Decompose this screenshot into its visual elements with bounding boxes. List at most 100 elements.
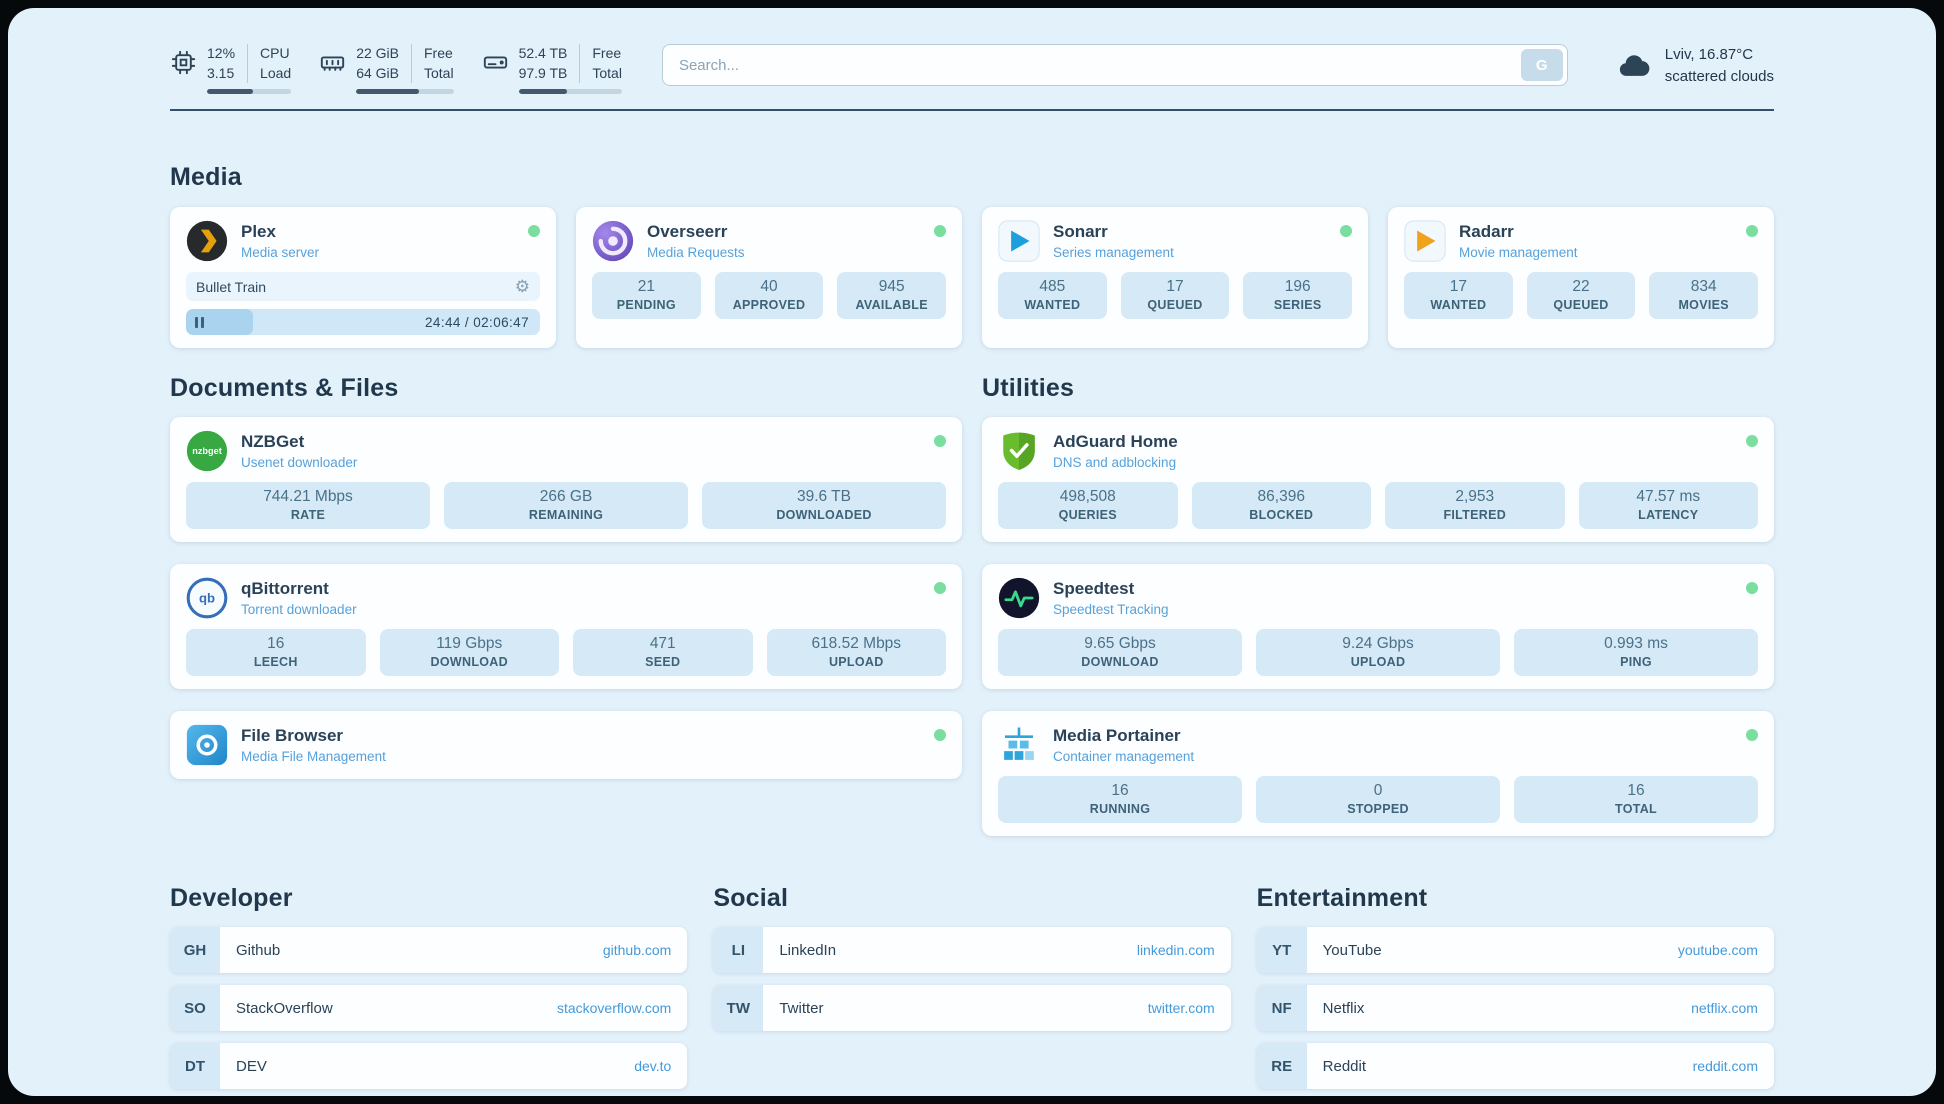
stat-value: 2,953 — [1455, 488, 1495, 506]
plex-icon — [186, 220, 228, 262]
disk-progress-fill — [518, 89, 568, 95]
app-card-plex[interactable]: Plex Media server Bullet Train ⚙ 24:44 /… — [170, 207, 556, 349]
cpu-load-value: 3.15 — [207, 64, 235, 81]
stat-value: 744.21 Mbps — [263, 488, 353, 506]
app-card-adguard-home[interactable]: AdGuard Home DNS and adblocking 498,508 … — [982, 417, 1774, 543]
app-card-header: Plex Media server — [186, 220, 540, 262]
search-provider-button[interactable]: G — [1520, 49, 1563, 81]
bookmark-youtube[interactable]: YT YouTube youtube.com — [1256, 927, 1774, 974]
stat-wanted: 17 WANTED — [1404, 272, 1513, 320]
bookmark-abbr-badge: TW — [713, 985, 764, 1032]
app-card-sonarr[interactable]: Sonarr Series management 485 WANTED 17 Q… — [982, 207, 1368, 349]
bookmark-name: Reddit — [1322, 1057, 1367, 1075]
app-card-radarr[interactable]: Radarr Movie management 17 WANTED 22 QUE… — [1388, 207, 1774, 349]
app-card-speedtest[interactable]: Speedtest Speedtest Tracking 9.65 Gbps D… — [982, 564, 1774, 690]
stat-value: 9.65 Gbps — [1084, 635, 1156, 653]
bookmark-group-social: Social LI LinkedIn linkedin.com TW Twitt… — [713, 884, 1231, 1089]
weather-location: Lviv, 16.87°C — [1664, 46, 1754, 63]
stat-label: PING — [1620, 655, 1652, 670]
bookmark-linkedin[interactable]: LI LinkedIn linkedin.com — [713, 927, 1231, 974]
app-stats: 17 WANTED 22 QUEUED 834 MOVIES — [1404, 272, 1759, 320]
bookmark-url: youtube.com — [1677, 942, 1758, 959]
stat-value: 22 — [1572, 278, 1590, 296]
app-card-header: Radarr Movie management — [1404, 220, 1758, 262]
disk-progressbar — [518, 89, 622, 95]
app-card-qbittorrent[interactable]: qb qBittorrent Torrent downloader 16 LEE… — [170, 564, 962, 690]
stat-value: 945 — [878, 278, 905, 296]
stat-label: PENDING — [616, 298, 676, 313]
stat-wanted: 485 WANTED — [998, 272, 1107, 320]
app-stats: 498,508 QUERIES 86,396 BLOCKED 2,953 FIL… — [998, 482, 1758, 530]
app-subtitle: Media Requests — [647, 245, 745, 261]
stat-rate: 744.21 Mbps RATE — [186, 482, 430, 530]
search: G — [661, 44, 1568, 86]
adguard-icon — [998, 430, 1040, 472]
stat-value: 119 Gbps — [436, 635, 503, 653]
stat-value: 21 — [637, 278, 655, 296]
bookmark-list: YT YouTube youtube.com NF Netflix netfli… — [1256, 927, 1774, 1090]
stat-label: UPLOAD — [1350, 655, 1406, 670]
bookmark-github[interactable]: GH Github github.com — [170, 927, 688, 974]
ram-free-label: Free — [424, 45, 453, 61]
app-subtitle: Torrent downloader — [241, 602, 357, 618]
app-card-media-portainer[interactable]: Media Portainer Container management 16 … — [982, 711, 1774, 837]
bookmark-twitter[interactable]: TW Twitter twitter.com — [713, 985, 1231, 1032]
svg-text:nzbget: nzbget — [192, 446, 222, 456]
nzbget-icon: nzbget — [186, 430, 228, 472]
bookmark-name: StackOverflow — [236, 999, 333, 1017]
stat-label: QUEUED — [1553, 298, 1609, 313]
app-card-header: Overseerr Media Requests — [592, 220, 946, 262]
cpu-progress-fill — [207, 89, 254, 95]
pause-icon[interactable] — [195, 316, 207, 328]
app-card-nzbget[interactable]: nzbget NZBGet Usenet downloader 744.21 M… — [170, 417, 962, 543]
bookmark-name: Twitter — [779, 999, 824, 1017]
app-card-header: Media Portainer Container management — [998, 724, 1758, 766]
bookmark-dev[interactable]: DT DEV dev.to — [170, 1043, 688, 1090]
stat-value: 40 — [760, 278, 778, 296]
cpu-label: CPU — [260, 45, 290, 61]
cpu-stat: 12% 3.15 CPU Load — [170, 44, 292, 95]
disk-icon — [482, 44, 509, 76]
app-titles: File Browser Media File Management — [241, 726, 921, 764]
app-titles: AdGuard Home DNS and adblocking — [1053, 432, 1733, 470]
app-name: Media Portainer — [1053, 726, 1181, 746]
app-titles: Sonarr Series management — [1053, 222, 1327, 260]
stat-value: 0 — [1373, 782, 1383, 800]
app-titles: NZBGet Usenet downloader — [241, 432, 921, 470]
bookmark-stackoverflow[interactable]: SO StackOverflow stackoverflow.com — [170, 985, 688, 1032]
section-title-documents: Documents & Files — [170, 374, 399, 403]
stat-label: MOVIES — [1678, 298, 1729, 313]
stat-pending: 21 PENDING — [592, 272, 701, 320]
app-subtitle: Media File Management — [241, 749, 386, 765]
app-name: Radarr — [1459, 222, 1514, 242]
gear-icon[interactable]: ⚙ — [514, 277, 530, 297]
app-stats: 485 WANTED 17 QUEUED 196 SERIES — [998, 272, 1353, 320]
app-subtitle: Movie management — [1459, 245, 1578, 261]
status-online-dot — [528, 225, 540, 238]
stat-label: QUEUED — [1147, 298, 1203, 313]
stat-label: SEED — [645, 655, 681, 670]
stat-value: 86,396 — [1257, 488, 1305, 506]
media-player: Bullet Train ⚙ 24:44 / 02:06:47 — [186, 272, 540, 336]
filebrowser-icon — [186, 724, 228, 766]
bookmark-reddit[interactable]: RE Reddit reddit.com — [1256, 1043, 1774, 1090]
stat-value: 17 — [1449, 278, 1467, 296]
utilities-column: Utilities AdGuard Home DNS and adblockin… — [982, 374, 1774, 837]
ram-total-label: Total — [424, 64, 454, 81]
section-title-entertainment: Entertainment — [1256, 884, 1428, 913]
app-subtitle: Media server — [241, 245, 320, 261]
stat-value: 485 — [1039, 278, 1066, 296]
header-divider — [170, 109, 1774, 112]
radarr-icon — [1404, 220, 1446, 262]
stat-series: 196 SERIES — [1243, 272, 1353, 320]
playback-progressbar[interactable]: 24:44 / 02:06:47 — [186, 309, 540, 336]
bookmark-netflix[interactable]: NF Netflix netflix.com — [1256, 985, 1774, 1032]
stat-upload: 9.24 Gbps UPLOAD — [1256, 629, 1500, 677]
app-subtitle: Usenet downloader — [241, 455, 358, 471]
bookmark-name: Github — [236, 941, 281, 959]
app-card-file-browser[interactable]: File Browser Media File Management — [170, 711, 962, 780]
app-subtitle: DNS and adblocking — [1053, 455, 1177, 471]
cpu-progressbar — [207, 89, 292, 95]
app-card-overseerr[interactable]: Overseerr Media Requests 21 PENDING 40 A… — [576, 207, 962, 349]
search-input[interactable] — [661, 44, 1568, 86]
